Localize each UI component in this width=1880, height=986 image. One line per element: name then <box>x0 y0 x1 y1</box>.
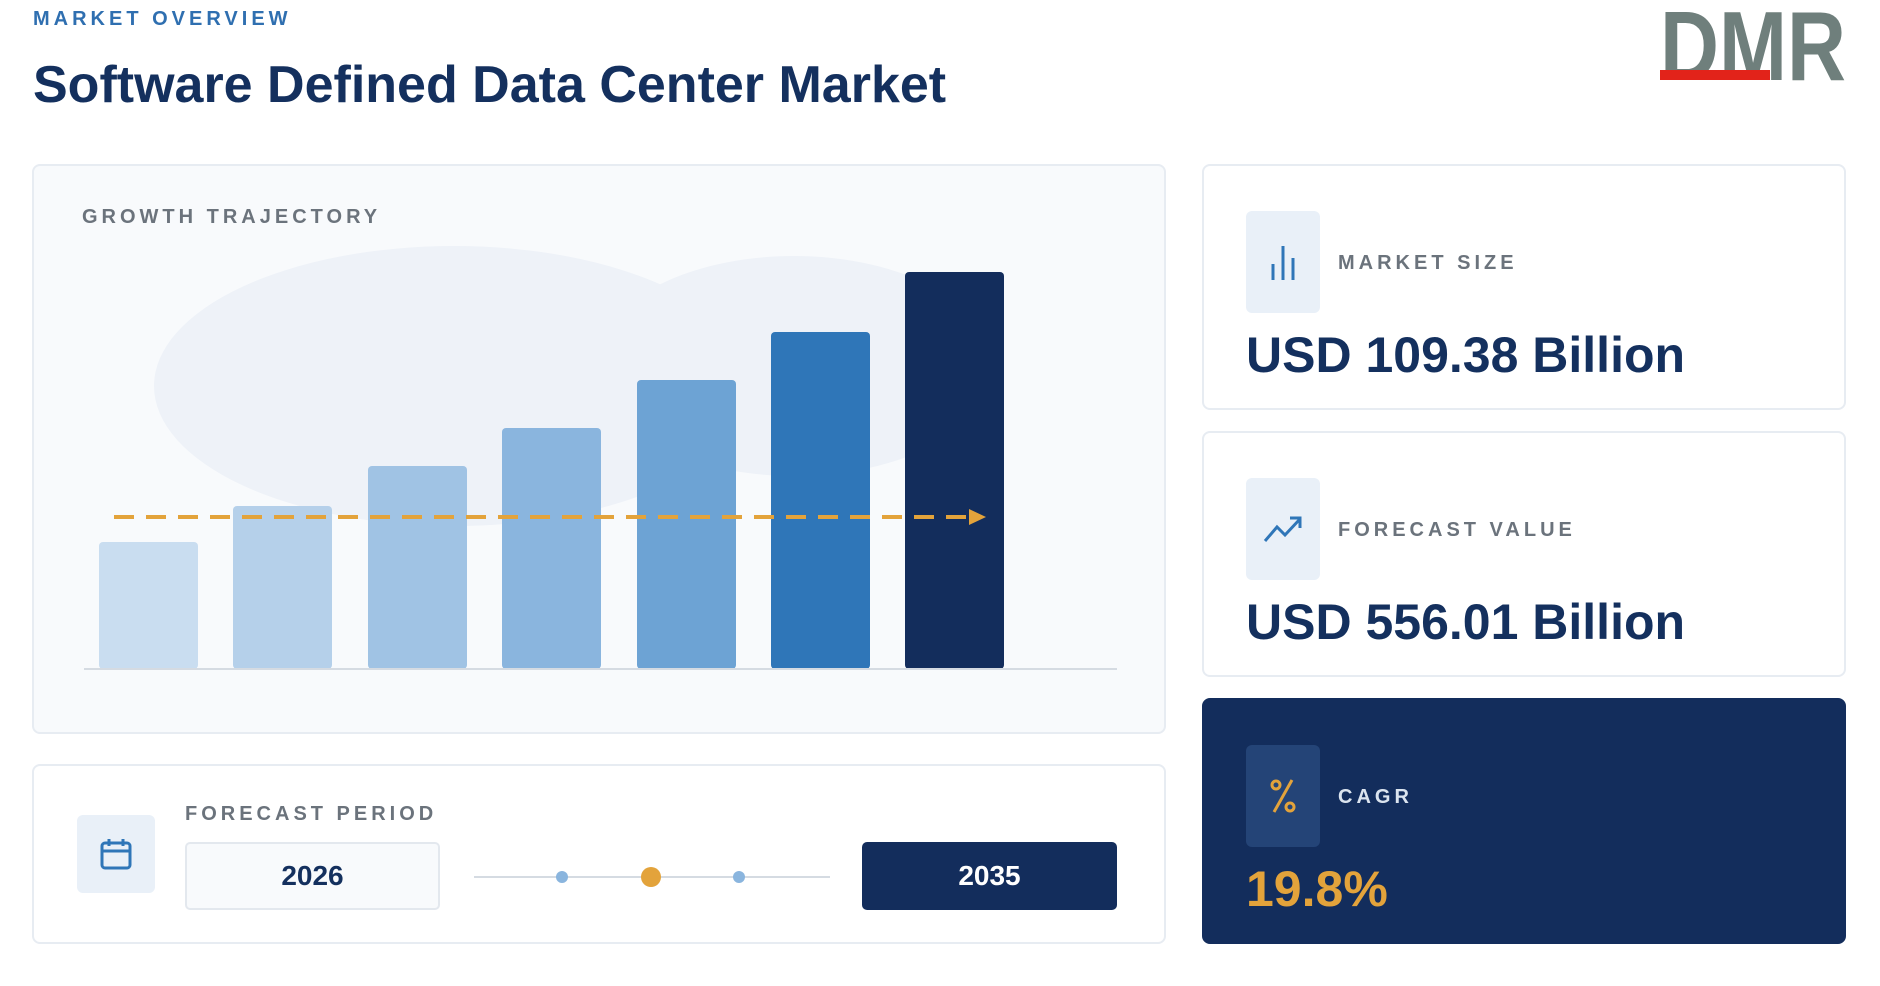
metric-icon <box>1246 745 1320 847</box>
trend-arrow <box>969 509 986 525</box>
metric-label: MARKET SIZE <box>1338 252 1518 274</box>
bar <box>905 272 1004 669</box>
metric-label: CAGR <box>1338 786 1413 808</box>
period-label: FORECAST PERIOD <box>185 803 438 825</box>
card-label: GROWTH TRAJECTORY <box>82 206 382 228</box>
growth-graphic <box>84 246 1117 670</box>
bar <box>233 506 332 669</box>
chart-card: GROWTH TRAJECTORY <box>32 164 1166 734</box>
page-title: Software Defined Data Center Market <box>33 56 947 114</box>
metric-card: FORECAST VALUE USD 556.01 Billion <box>1202 431 1846 677</box>
metric-card: CAGR 19.8% <box>1202 698 1846 944</box>
metric-label: FORECAST VALUE <box>1338 519 1576 541</box>
metric-value: 19.8% <box>1246 861 1388 917</box>
timeline <box>474 867 830 887</box>
bar <box>99 542 198 669</box>
bar <box>637 380 736 669</box>
metric-value: USD 556.01 Billion <box>1246 594 1686 650</box>
section-label: MARKET OVERVIEW <box>33 8 292 30</box>
metric-card: MARKET SIZE USD 109.38 Billion <box>1202 164 1846 410</box>
logo: DMR <box>1660 4 1846 84</box>
calendar-icon <box>77 815 155 893</box>
start-year: 2026 <box>185 842 440 910</box>
metric-icon <box>1246 478 1320 580</box>
logo-accent <box>1660 70 1770 80</box>
metric-value: USD 109.38 Billion <box>1246 327 1686 383</box>
bar <box>771 332 870 669</box>
map-shape <box>154 246 754 526</box>
bar <box>368 466 467 669</box>
icon <box>100 839 132 870</box>
metric-icon <box>1246 211 1320 313</box>
end-year: 2035 <box>862 842 1117 910</box>
bar <box>502 428 601 669</box>
